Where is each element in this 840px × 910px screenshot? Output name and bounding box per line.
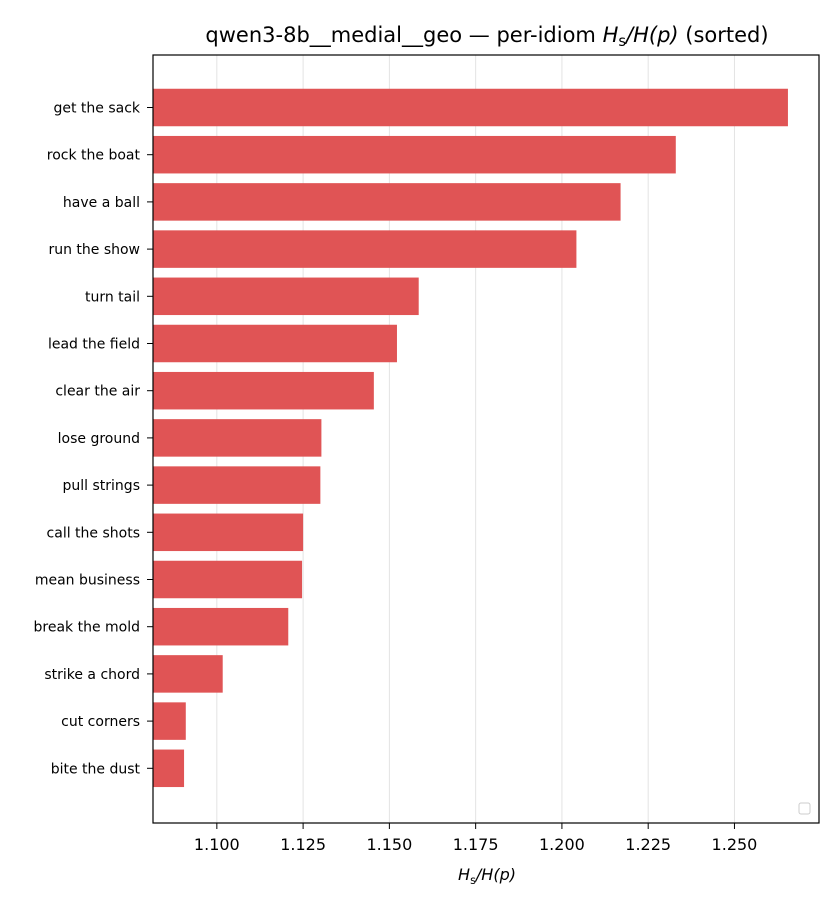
y-tick-label: have a ball (63, 195, 140, 211)
bar (153, 607, 289, 646)
bar (153, 88, 788, 127)
bar (153, 135, 676, 174)
bar (153, 324, 397, 363)
bar (153, 466, 321, 504)
y-tick-label: bite the dust (51, 761, 141, 777)
x-tick-label: 1.200 (539, 835, 585, 854)
y-tick-label: cut corners (61, 714, 140, 730)
y-tick-label: rock the boat (47, 148, 141, 164)
y-tick-label: call the shots (47, 525, 140, 541)
x-tick-label: 1.100 (194, 835, 240, 854)
y-tick-label: clear the air (55, 384, 140, 400)
chart-title: qwen3-8b__medial__geo — per-idiom Hs/H(p… (205, 23, 768, 50)
y-tick-label: lose ground (58, 431, 140, 447)
x-tick-label: 1.225 (625, 835, 671, 854)
y-tick-label: run the show (48, 242, 140, 258)
bar (153, 749, 185, 788)
y-tick-label: pull strings (63, 478, 140, 494)
x-tick-label: 1.125 (280, 835, 326, 854)
y-tick-label: get the sack (53, 101, 140, 117)
y-axis: get the sack rock the boat have a ball run … (34, 101, 153, 777)
bar (153, 655, 223, 693)
x-axis: 1.100 1.125 1.150 1.175 1.200 1.225 1.250 (194, 823, 757, 854)
x-tick-label: 1.175 (453, 835, 499, 854)
bar (153, 230, 577, 268)
legend-box[interactable] (798, 802, 811, 815)
bars (153, 88, 788, 788)
bar (153, 702, 186, 740)
x-tick-label: 1.250 (712, 835, 758, 854)
bar (153, 371, 374, 410)
y-tick-label: break the mold (34, 620, 141, 636)
bar (153, 419, 322, 457)
bar (153, 183, 621, 221)
grid-lines (216, 55, 735, 823)
bar (153, 560, 303, 599)
y-tick-label: turn tail (85, 289, 140, 305)
y-tick-label: lead the field (48, 337, 140, 353)
x-axis-label: Hs/H(p) (458, 865, 516, 887)
bar (153, 277, 419, 316)
bar (153, 513, 304, 552)
plot-frame (152, 54, 820, 824)
y-tick-label: mean business (35, 573, 140, 589)
x-tick-label: 1.150 (366, 835, 412, 854)
y-tick-label: strike a chord (44, 667, 140, 683)
